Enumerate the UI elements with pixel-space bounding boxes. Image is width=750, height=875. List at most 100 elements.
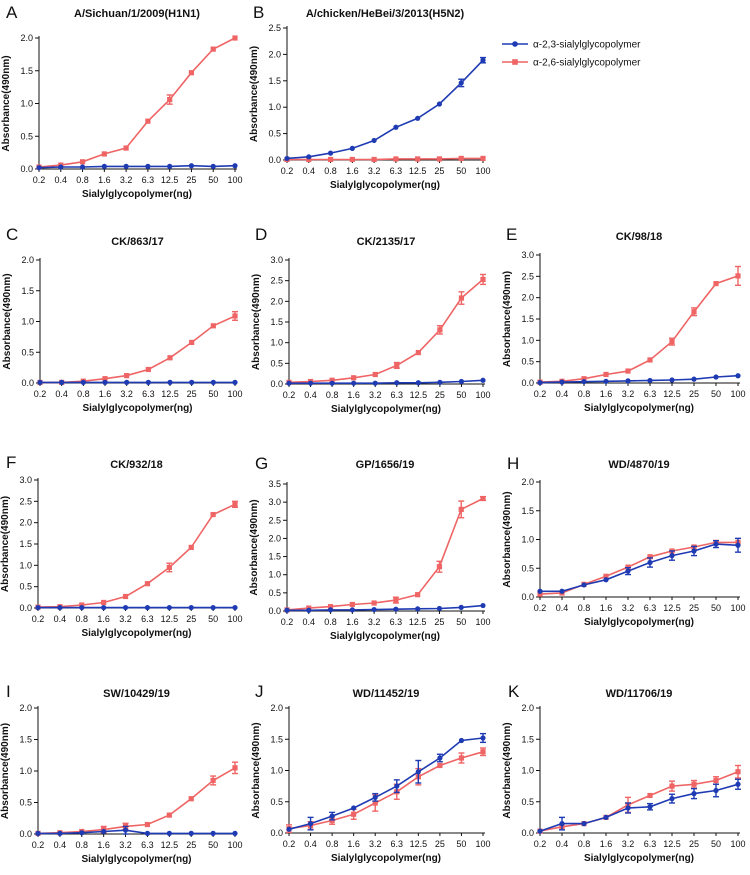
x-tick-label: 50 bbox=[456, 617, 466, 627]
x-tick-label: 0.2 bbox=[32, 614, 45, 624]
y-axis-title: Absorbance(490nm) bbox=[249, 46, 260, 142]
data-point bbox=[437, 379, 443, 385]
data-point bbox=[307, 380, 314, 386]
y-tick-label: 3.0 bbox=[270, 255, 283, 265]
x-tick-label: 6.3 bbox=[644, 603, 657, 613]
data-point bbox=[537, 591, 543, 597]
y-tick-label: 3.5 bbox=[268, 479, 281, 489]
data-point bbox=[232, 163, 238, 169]
x-tick-label: 1.6 bbox=[600, 389, 613, 399]
x-tick-label: 50 bbox=[208, 614, 218, 624]
data-point bbox=[559, 588, 565, 594]
y-axis-title: Absorbance(490nm) bbox=[0, 496, 11, 592]
y-tick-label: 0.5 bbox=[19, 798, 32, 808]
x-tick-label: 12.5 bbox=[161, 389, 179, 399]
data-point bbox=[79, 830, 85, 836]
data-point bbox=[458, 737, 465, 744]
series-line bbox=[38, 164, 236, 169]
y-tick-label: 1.0 bbox=[20, 99, 33, 109]
data-point bbox=[210, 46, 216, 52]
series-line bbox=[286, 59, 484, 160]
y-tick-label: 2.0 bbox=[521, 293, 534, 303]
y-tick-label: 0.5 bbox=[270, 358, 283, 368]
x-tick-label: 0.8 bbox=[578, 603, 591, 613]
series-alpha-2-6 bbox=[286, 273, 486, 385]
y-tick-label: 1.0 bbox=[521, 766, 534, 776]
data-point bbox=[145, 118, 151, 124]
data-point bbox=[351, 805, 357, 811]
x-tick-label: 25 bbox=[689, 839, 699, 849]
x-axis-title: Sialylglycopolymer(ng) bbox=[331, 853, 441, 864]
data-point bbox=[625, 368, 631, 374]
data-point bbox=[327, 607, 334, 613]
series-alpha-2-6 bbox=[36, 35, 238, 170]
x-tick-label: 3.2 bbox=[368, 166, 381, 176]
y-axis-title: Absorbance(490nm) bbox=[1, 55, 12, 151]
data-point bbox=[101, 151, 107, 157]
x-tick-label: 0.2 bbox=[283, 390, 296, 400]
y-tick-label: 0.0 bbox=[521, 378, 534, 388]
data-point bbox=[625, 805, 631, 811]
x-tick-label: 100 bbox=[730, 603, 745, 613]
series-line bbox=[540, 543, 739, 593]
panel-letter: D bbox=[255, 225, 267, 244]
data-point bbox=[101, 163, 107, 169]
data-point bbox=[394, 362, 400, 368]
y-tick-label: 1.0 bbox=[270, 766, 283, 776]
x-tick-label: 0.8 bbox=[326, 839, 339, 849]
data-point bbox=[691, 548, 697, 554]
y-tick-label: 1.5 bbox=[270, 734, 283, 744]
x-tick-label: 50 bbox=[711, 603, 721, 613]
data-point bbox=[327, 150, 334, 156]
data-point bbox=[101, 604, 107, 611]
panels: A A/Sichuan/1/2009(H1N1) 0.0 0.5 1.0 1.5 2.0 0.… bbox=[0, 3, 746, 865]
series-alpha-2-6 bbox=[35, 761, 238, 836]
x-tick-label: 100 bbox=[475, 617, 490, 627]
data-point bbox=[349, 607, 355, 613]
y-axis-title: Absorbance(490nm) bbox=[502, 491, 513, 587]
data-point bbox=[458, 506, 464, 512]
data-point bbox=[122, 827, 129, 833]
y-tick-label: 1.5 bbox=[268, 76, 281, 86]
panel-letter: H bbox=[507, 454, 519, 473]
data-point bbox=[210, 379, 216, 385]
x-tick-label: 12.5 bbox=[161, 175, 179, 185]
series-line bbox=[286, 497, 484, 611]
data-point bbox=[647, 554, 653, 560]
x-tick-label: 1.6 bbox=[99, 389, 112, 399]
data-point bbox=[669, 377, 675, 383]
x-tick-label: 6.3 bbox=[644, 389, 657, 399]
data-point bbox=[307, 821, 314, 827]
data-point bbox=[286, 380, 292, 386]
data-point bbox=[669, 796, 675, 802]
y-tick-label: 2.5 bbox=[268, 23, 281, 33]
y-axis-title: Absorbance(490nm) bbox=[251, 274, 262, 370]
data-point bbox=[371, 156, 377, 163]
x-tick-label: 25 bbox=[435, 390, 445, 400]
panel-letter: B bbox=[253, 3, 264, 22]
x-tick-label: 25 bbox=[689, 389, 699, 399]
data-point bbox=[57, 604, 63, 611]
x-tick-label: 12.5 bbox=[410, 390, 428, 400]
data-point bbox=[188, 163, 195, 169]
data-point bbox=[415, 156, 421, 162]
series-line bbox=[38, 37, 236, 168]
y-tick-label: 2.0 bbox=[521, 703, 534, 713]
data-point bbox=[188, 70, 195, 76]
y-tick-label: 0.5 bbox=[21, 347, 34, 357]
y-tick-label: 3.0 bbox=[521, 250, 534, 260]
data-point bbox=[371, 600, 377, 606]
data-point bbox=[167, 355, 173, 361]
panel-letter: I bbox=[6, 682, 11, 701]
data-point bbox=[669, 339, 675, 345]
data-point bbox=[210, 323, 216, 329]
data-point bbox=[351, 375, 357, 381]
x-tick-label: 25 bbox=[187, 389, 197, 399]
data-point bbox=[415, 380, 421, 386]
data-point bbox=[101, 828, 107, 835]
data-point bbox=[691, 781, 697, 787]
data-point bbox=[458, 295, 465, 301]
y-tick-label: 0.5 bbox=[270, 797, 283, 807]
series-alpha-2-3 bbox=[36, 163, 238, 171]
y-tick-label: 1.0 bbox=[270, 338, 283, 348]
